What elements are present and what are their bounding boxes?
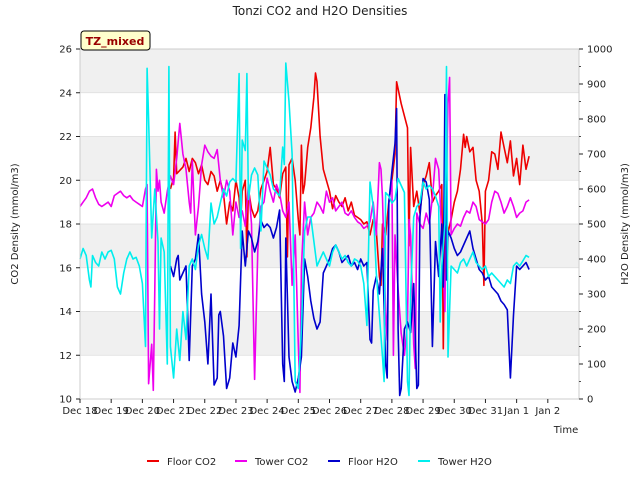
y-axis-right: 0 100 200 300 400 500 600 700 800 900 1000	[579, 45, 612, 406]
legend-tower-h2o-label: Tower H2O	[437, 457, 492, 468]
y2-tick-label: 0	[587, 395, 593, 406]
y2-tick-label: 700	[587, 150, 606, 161]
plot-band	[80, 267, 579, 312]
y2-tick-label: 400	[587, 255, 606, 266]
plot-band	[80, 355, 579, 399]
series-tower-co2	[79, 76, 530, 394]
x-tick-label: Dec 27	[343, 406, 378, 417]
y2-tick-label: 1000	[587, 45, 612, 56]
badge-box	[80, 30, 151, 51]
y-tick-label: 14	[59, 307, 72, 318]
series-tower-h2o	[79, 62, 530, 397]
y-tick-label: 10	[59, 395, 72, 406]
y-tick-label: 18	[59, 220, 72, 231]
x-tick-label: Dec 19	[94, 406, 129, 417]
y2-tick-label: 900	[587, 80, 606, 91]
x-tick-label: Dec 30	[437, 406, 472, 417]
series-layer	[79, 62, 530, 397]
y2-tick-label: 600	[587, 185, 606, 196]
y-axis-left: 10 12 14 16 18 20 22 24 26	[59, 45, 80, 406]
x-axis-label: Time	[553, 425, 578, 436]
x-tick-label: Dec 25	[281, 406, 316, 417]
x-tick-label: Jan 2	[534, 406, 560, 417]
y-tick-label: 20	[59, 176, 72, 187]
badge-label: TZ_mixed	[86, 35, 145, 48]
x-tick-label: Dec 26	[312, 406, 347, 417]
y-tick-label: 24	[59, 88, 72, 99]
x-tick-label: Jan 1	[503, 406, 529, 417]
legend-floor-h2o-label: Floor H2O	[348, 457, 398, 468]
y-tick-label: 12	[59, 351, 72, 362]
plot-band	[80, 49, 579, 93]
y-tick-label: 16	[59, 263, 72, 274]
x-tick-label: Dec 22	[187, 406, 222, 417]
plot-band	[80, 92, 579, 137]
x-tick-label: Dec 20	[125, 406, 160, 417]
x-tick-label: Dec 24	[249, 406, 284, 417]
plot-band	[80, 136, 579, 181]
x-tick-label: Dec 23	[218, 406, 253, 417]
y2-tick-label: 500	[587, 220, 606, 231]
y2-tick-label: 300	[587, 290, 606, 301]
x-tick-label: Dec 31	[468, 406, 503, 417]
y2-tick-label: 200	[587, 325, 606, 336]
legend-floor-co2-label: Floor CO2	[167, 457, 216, 468]
x-tick-label: Dec 29	[405, 406, 440, 417]
series-floor-co2	[169, 72, 530, 350]
y2-tick-label: 100	[587, 360, 606, 371]
y-axis-label: CO2 Density (mmol/m3)	[10, 163, 21, 284]
plot-band	[80, 311, 579, 356]
x-tick-label: Dec 18	[62, 406, 97, 417]
series-floor-h2o	[169, 93, 530, 397]
x-tick-label: Dec 28	[374, 406, 409, 417]
legend: Floor CO2 Tower CO2 Floor H2O Tower H2O	[147, 457, 492, 468]
y-tick-label: 22	[59, 132, 72, 143]
y2-axis-label: H2O Density (mmol/m3)	[620, 163, 631, 285]
y-tick-label: 26	[59, 45, 72, 56]
y2-tick-label: 800	[587, 115, 606, 126]
chart-title: Tonzi CO2 and H2O Densities	[232, 4, 408, 18]
x-tick-label: Dec 21	[156, 406, 191, 417]
badge: TZ_mixed	[80, 30, 151, 51]
legend-tower-co2-label: Tower CO2	[254, 457, 308, 468]
